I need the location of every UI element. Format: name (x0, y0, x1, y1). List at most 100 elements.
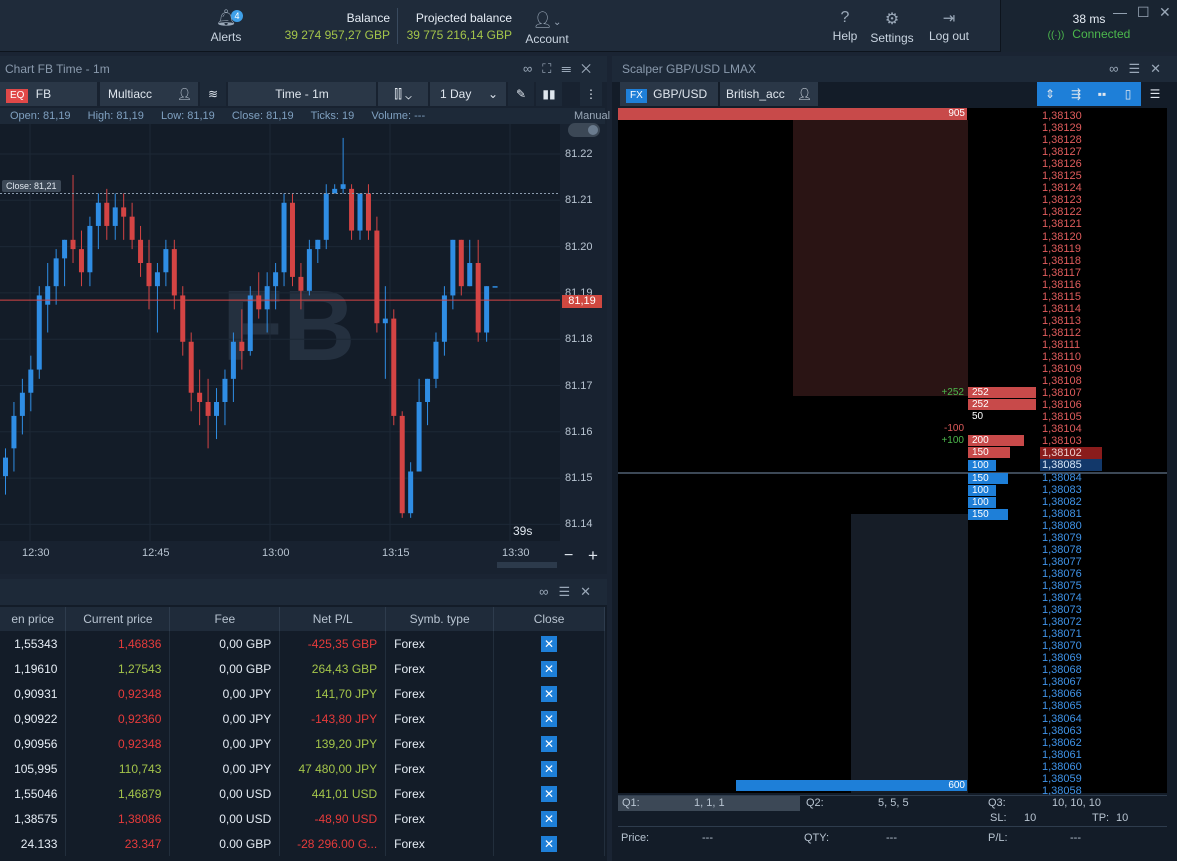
menu-icon[interactable]: ☰ (1128, 61, 1151, 76)
column-header[interactable]: Symb. type (385, 607, 495, 631)
bid-price-level[interactable]: 1,38068 (1042, 664, 1082, 677)
bid-price-level[interactable]: 1,38076 (1042, 567, 1082, 580)
bid-price-level[interactable]: 1,38074 (1042, 592, 1082, 604)
ask-price-level[interactable]: 1,38127 (1042, 146, 1082, 159)
close-icon[interactable]: ✕ (580, 584, 601, 599)
ask-price-level[interactable]: 1,38130 (1042, 110, 1082, 122)
table-row[interactable]: 1,55343 1,46836 0,00 GBP -425,35 GBP Forex ✕ (0, 631, 605, 656)
scalper-account-selector[interactable]: British_acc 👤︎ (720, 82, 818, 106)
column-header[interactable]: Net P/L (279, 607, 387, 631)
ask-price-level[interactable]: 1,38108 (1042, 375, 1082, 388)
table-row[interactable]: 105,995 110,743 0,00 JPY 47 480,00 JPY Forex… (0, 756, 605, 781)
table-row[interactable]: 0,90931 0,92348 0,00 JPY 141,70 JPY Forex ✕ (0, 681, 605, 706)
bid-price-level[interactable]: 1,38079 (1042, 531, 1082, 544)
ask-price-level[interactable]: 1,38110 (1042, 351, 1081, 363)
ask-price-level[interactable]: 1,38128 (1042, 134, 1082, 147)
bid-price-level[interactable]: 1,38058 (1042, 784, 1082, 797)
close-icon[interactable]: ✕ (1150, 61, 1171, 76)
help-button[interactable]: ? Help (828, 9, 862, 43)
ask-price-level[interactable]: 1,38107 (1042, 387, 1082, 400)
logout-button[interactable]: ⇥ Log out (924, 9, 974, 43)
ask-price-level[interactable]: 1,38119 (1042, 242, 1081, 255)
close-position-icon[interactable]: ✕ (541, 685, 558, 702)
close-position-icon[interactable]: ✕ (541, 735, 558, 752)
tp-value[interactable]: 10 (1116, 812, 1129, 824)
q2-field[interactable]: Q2: 5, 5, 5 (802, 796, 984, 811)
columns-button[interactable]: ⇶ (1063, 82, 1089, 106)
bid-price-level[interactable]: 1,38078 (1042, 543, 1082, 556)
ask-price-level[interactable]: 1,38115 (1042, 290, 1081, 303)
settings-button[interactable]: ⚙ Settings (866, 9, 918, 45)
toggle-switch[interactable] (568, 123, 600, 137)
bid-price-level[interactable]: 1,38084 (1042, 471, 1082, 484)
symbol-selector[interactable]: EQ FB (0, 82, 97, 106)
zoom-in-icon[interactable]: + (588, 546, 598, 565)
table-row[interactable]: 0,90956 0,92348 0,00 JPY 139,20 JPY Forex ✕ (0, 731, 605, 756)
indicators-button[interactable]: ≋ (200, 82, 226, 106)
bid-price-level[interactable]: 1,38080 (1042, 519, 1082, 532)
menu-icon[interactable]: ☰ (561, 61, 582, 76)
ask-price-level[interactable]: 1,38112 (1042, 326, 1081, 339)
table-row[interactable]: 0,90922 0,92360 0,00 JPY -143,80 JPY Forex ✕ (0, 706, 605, 731)
table-row[interactable]: 1,19610 1,27543 0,00 GBP 264,43 GBP Forex ✕ (0, 656, 605, 681)
timeframe-selector[interactable]: Time - 1m (228, 82, 376, 106)
scalper-symbol-selector[interactable]: FX GBP/USD LM (620, 82, 718, 125)
ask-price-level[interactable]: 1,38126 (1042, 158, 1082, 171)
ask-price-level[interactable]: 1,38114 (1042, 302, 1081, 315)
close-position-icon[interactable]: ✕ (541, 810, 558, 827)
ask-price-level[interactable]: 1,38120 (1042, 230, 1082, 243)
bid-price-level[interactable]: 1,38082 (1042, 495, 1082, 508)
close-position-icon[interactable]: ✕ (541, 635, 558, 652)
ask-price-level[interactable]: 1,38122 (1042, 206, 1082, 219)
bid-price-level[interactable]: 1,38066 (1042, 688, 1082, 701)
column-header[interactable]: Close (493, 607, 605, 631)
ask-price-level[interactable]: 1,38106 (1042, 399, 1082, 412)
zoom-out-icon[interactable]: − (564, 547, 574, 564)
link-icon[interactable]: ∞ (522, 61, 543, 76)
more-button[interactable]: ⋮ (580, 82, 602, 106)
menu-icon[interactable]: ☰ (558, 584, 581, 599)
column-header[interactable]: en price (0, 607, 67, 631)
link-icon[interactable]: ∞ (1109, 61, 1129, 76)
ask-price-level[interactable]: 1,38117 (1042, 266, 1081, 279)
ask-price-level[interactable]: 1,38123 (1042, 194, 1082, 207)
bid-price-level[interactable]: 1,38069 (1042, 652, 1082, 665)
q3-field[interactable]: Q3: 10, 10, 10 (986, 796, 1167, 811)
bid-price-level[interactable]: 1,38073 (1042, 604, 1082, 617)
close-position-icon[interactable]: ✕ (541, 710, 558, 727)
period-selector[interactable]: 1 Day ⌄ (430, 82, 506, 106)
scalper-menu-button[interactable]: ☰ (1143, 82, 1167, 106)
maximize-icon[interactable]: ⛶ (542, 61, 562, 76)
ask-price-level[interactable]: 1,38125 (1042, 170, 1082, 183)
mouse-button[interactable]: ▯ (1115, 82, 1141, 106)
bid-price-level[interactable]: 1,38077 (1042, 555, 1082, 568)
price-axis[interactable]: 81.22 81.21 81.20 81.19 81.18 81.17 81.16 81.15… (560, 123, 605, 541)
bid-price-level[interactable]: 1,38070 (1042, 640, 1082, 653)
ask-price-level[interactable]: 1,38124 (1042, 182, 1082, 195)
bid-price-level[interactable]: 1,38061 (1042, 748, 1082, 761)
ask-price-level[interactable]: 1,38109 (1042, 363, 1082, 376)
ask-price-level[interactable]: 1,38105 (1042, 411, 1082, 424)
close-icon[interactable]: ✕ (1159, 4, 1171, 20)
layout-button[interactable]: ▪▪ (1089, 82, 1115, 106)
bid-price-level[interactable]: 1,38063 (1042, 724, 1082, 737)
minimize-icon[interactable]: — (1113, 4, 1127, 20)
sl-value[interactable]: 10 (1024, 812, 1037, 824)
ask-price-level[interactable]: 1,38116 (1042, 278, 1081, 291)
table-row[interactable]: 1,55046 1,46879 0,00 USD 441,01 USD Forex ✕ (0, 781, 605, 806)
time-axis[interactable]: 12:30 12:45 13:00 13:15 13:30 − + (0, 541, 605, 571)
bid-price-level[interactable]: 1,38081 (1042, 507, 1082, 520)
ask-price-level[interactable]: 1,38103 (1042, 435, 1082, 448)
ask-price-level[interactable]: 1,38129 (1042, 122, 1082, 135)
bid-price-level[interactable]: 1,38064 (1042, 712, 1082, 725)
close-position-icon[interactable]: ✕ (541, 785, 558, 802)
maximize-icon[interactable]: ☐ (1137, 4, 1150, 20)
ask-price-level[interactable]: 1,38111 (1042, 338, 1081, 351)
ask-price-level[interactable]: 1,38121 (1042, 218, 1082, 231)
draw-button[interactable]: ✎ (508, 82, 534, 106)
bid-price-level[interactable]: 1,38071 (1042, 628, 1082, 641)
bid-price-level[interactable]: 1,38062 (1042, 736, 1082, 749)
bid-price-level[interactable]: 1,38067 (1042, 676, 1082, 689)
volume-button[interactable]: ▮▮ (536, 82, 562, 106)
table-row[interactable]: 24.133 23.347 0.00 GBP -28 296.00 G... Forex… (0, 831, 605, 856)
